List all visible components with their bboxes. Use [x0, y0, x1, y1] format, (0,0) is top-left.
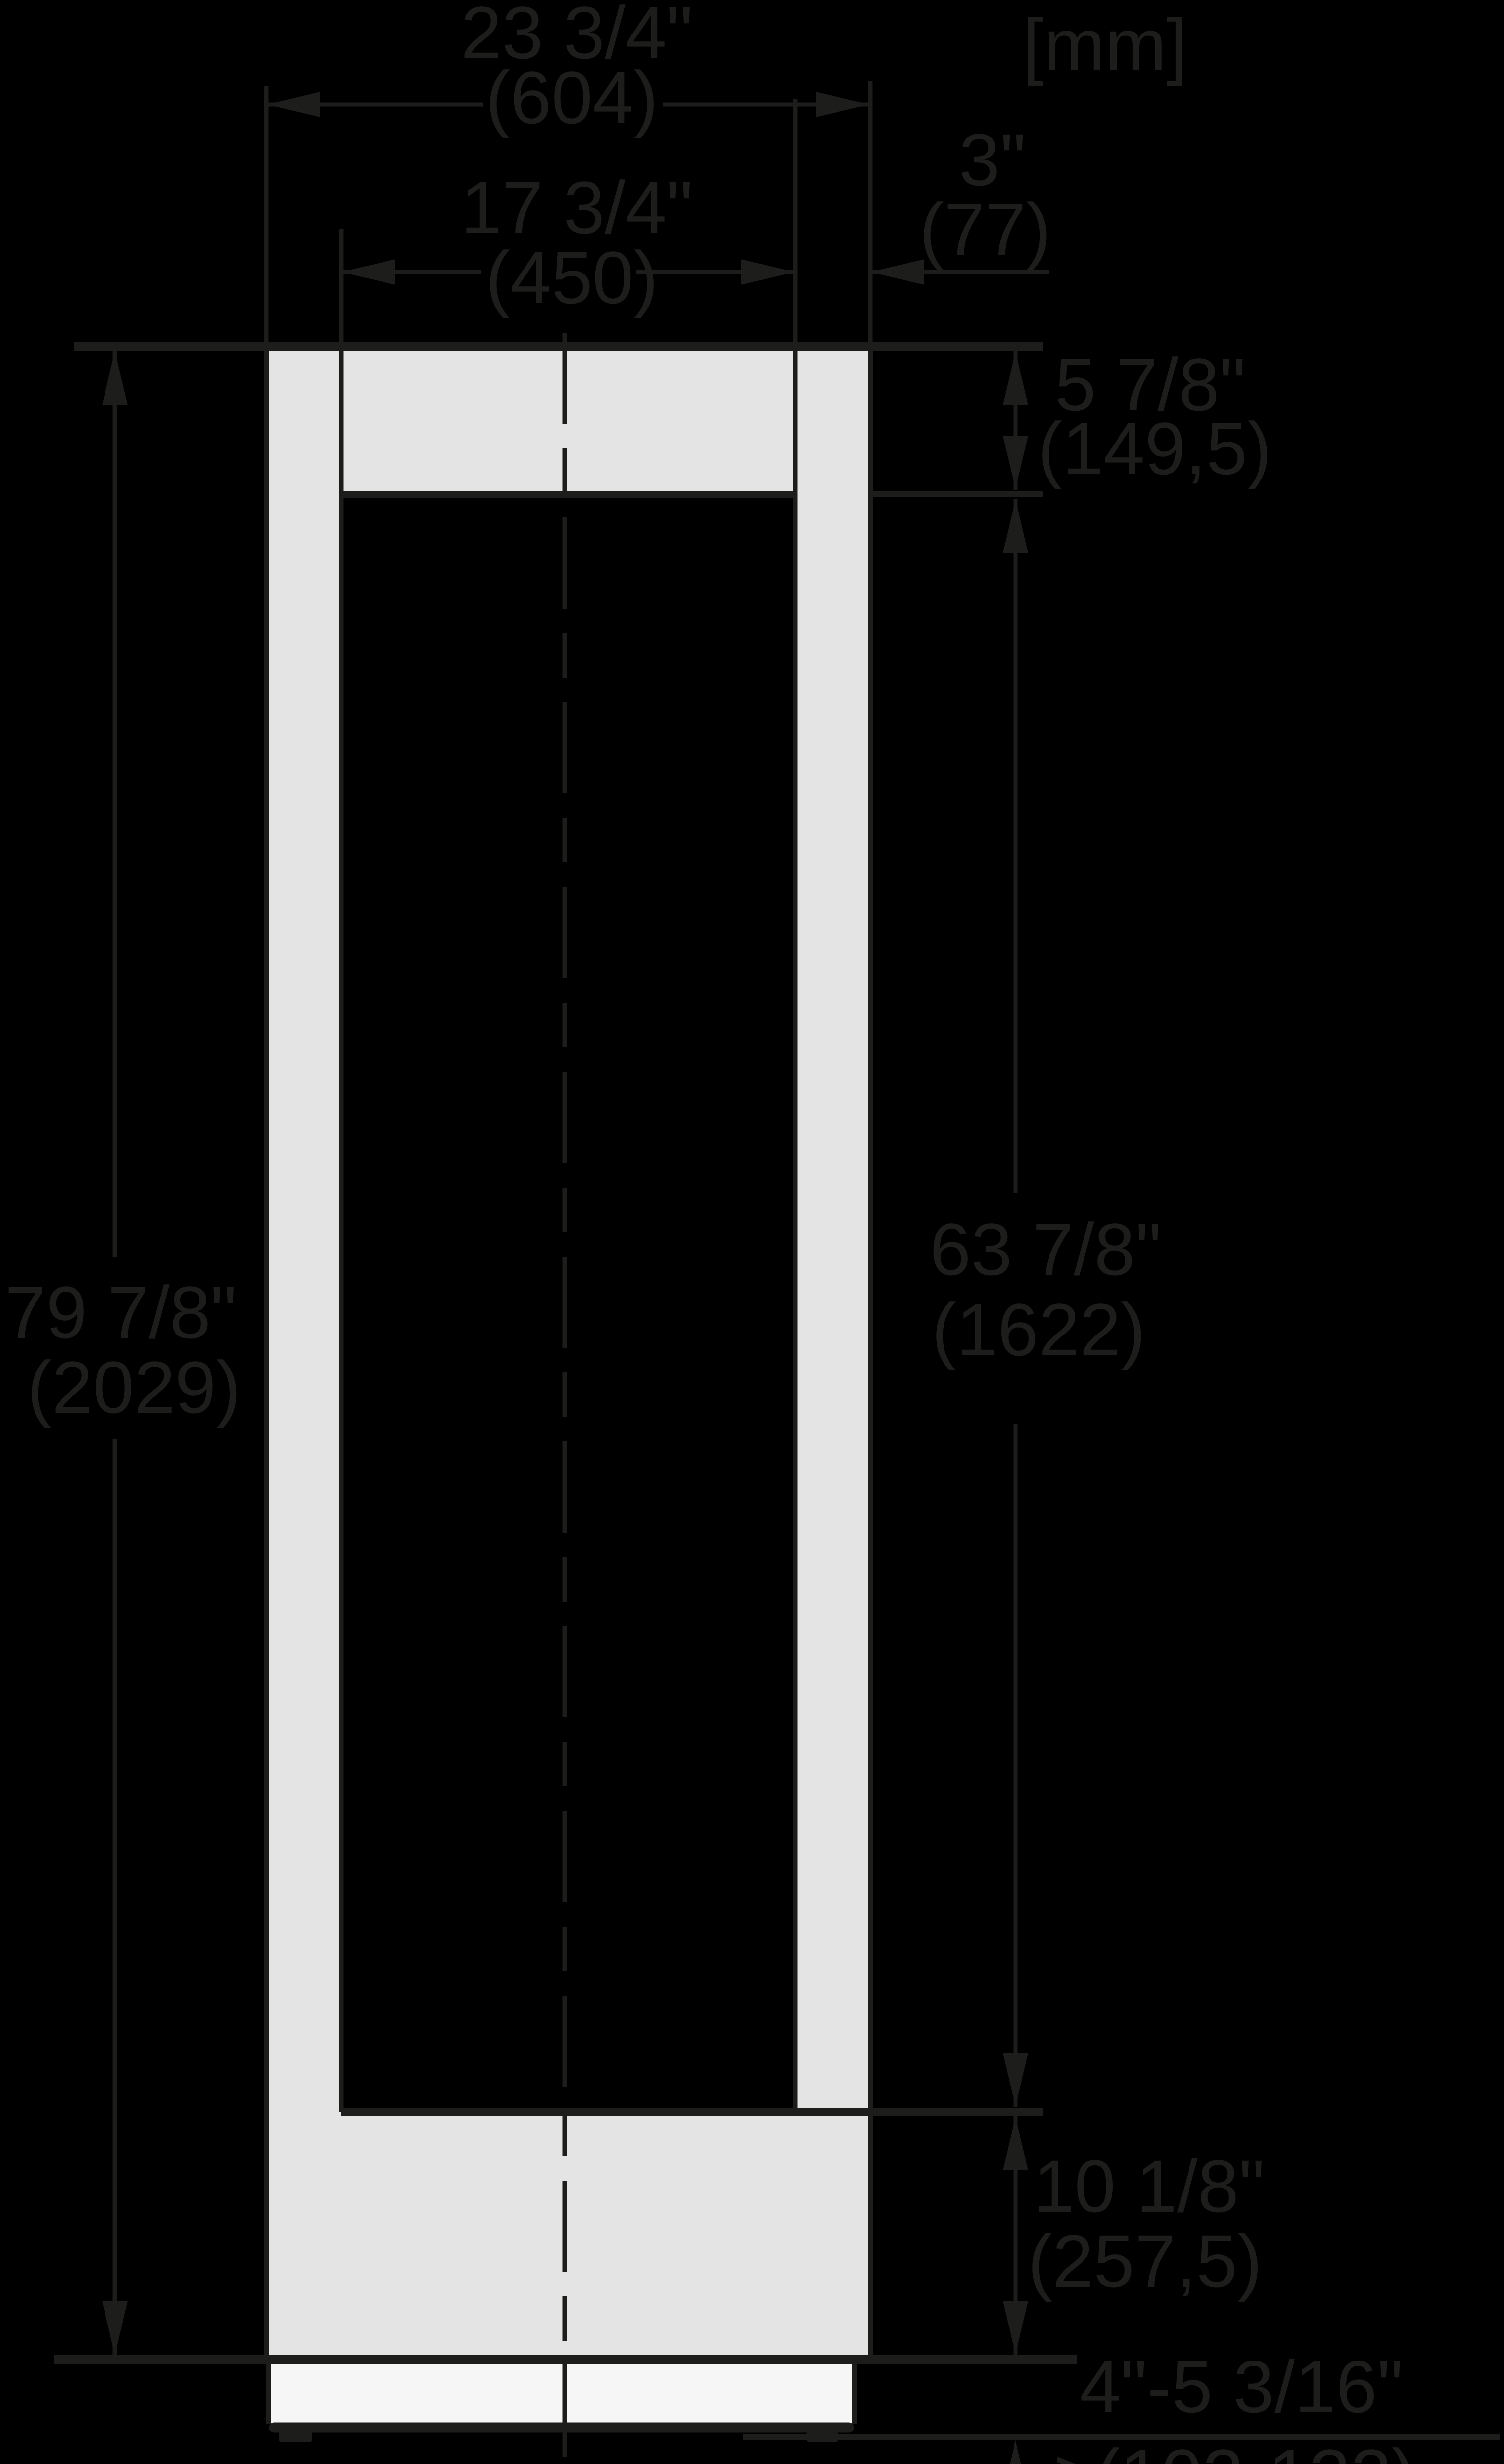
bottom-panel	[266, 2112, 870, 2360]
right-side-panel	[795, 346, 870, 2360]
label-side-panel-width-in: 3"	[959, 118, 1026, 201]
dimension-inner-width	[341, 259, 795, 285]
cabinet-outlines	[54, 342, 1077, 2364]
arrow-down-icon	[1003, 2301, 1028, 2355]
label-inner-width-in: 17 3/4"	[461, 166, 693, 249]
arrow-up-icon	[1010, 2440, 1021, 2464]
extension-lines	[264, 81, 873, 342]
dimension-base-section-height	[1003, 2116, 1028, 2355]
label-overall-height-mm: (2029)	[27, 1346, 241, 1429]
arrow-down-icon	[1003, 2053, 1028, 2107]
label-base-section-height-mm: (257,5)	[1028, 2220, 1262, 2302]
arrow-left-icon	[870, 259, 924, 285]
label-niche-height-mm: (1622)	[932, 1288, 1146, 1371]
label-top-panel-height-mm: (149,5)	[1038, 407, 1272, 490]
arrow-left-icon	[266, 92, 320, 117]
top-panel	[341, 346, 795, 494]
dimension-side-panel-width	[870, 259, 1049, 285]
plinth-panel	[266, 2364, 857, 2424]
left-foot	[279, 2431, 312, 2442]
arrow-right-icon	[741, 259, 795, 285]
arrow-up-icon	[1003, 499, 1028, 553]
label-side-panel-width-mm: (77)	[919, 188, 1051, 271]
arrow-left-icon	[341, 259, 395, 285]
dimension-niche-height	[1003, 499, 1028, 2107]
label-unit-note: [mm]	[1023, 3, 1187, 86]
cabinet-body	[266, 346, 870, 2424]
label-overall-width-in: 23 3/4"	[461, 0, 693, 74]
arrow-up-icon	[1003, 2116, 1028, 2170]
label-top-panel-height-in: 5 7/8"	[1055, 343, 1246, 426]
label-toe-kick-height-mm: ≥(102-132)	[1055, 2434, 1416, 2464]
dimension-overall-height	[102, 351, 128, 2355]
arrow-right-icon	[816, 92, 870, 117]
label-toe-kick-height-in: 4"-5 3/16"	[1080, 2345, 1403, 2428]
dimension-top-panel-height	[1003, 351, 1028, 490]
arrow-up-icon	[1003, 351, 1028, 405]
dimension-overall-width	[266, 92, 870, 117]
dimension-labels: 23 3/4" (604) [mm] 17 3/4" (450) 3" (77)…	[5, 0, 1416, 2464]
label-overall-height-in: 79 7/8"	[5, 1271, 237, 1354]
arrow-down-icon	[1003, 436, 1028, 490]
label-base-section-height-in: 10 1/8"	[1033, 2145, 1265, 2227]
label-inner-width-mm: (450)	[486, 236, 658, 319]
label-niche-height-in: 63 7/8"	[930, 1208, 1161, 1291]
arrow-down-icon	[102, 2301, 128, 2355]
arrow-up-icon	[102, 351, 128, 405]
left-side-panel	[266, 346, 341, 2360]
dimension-toe-kick-height	[1010, 2440, 1021, 2464]
label-overall-width-mm: (604)	[486, 56, 658, 139]
